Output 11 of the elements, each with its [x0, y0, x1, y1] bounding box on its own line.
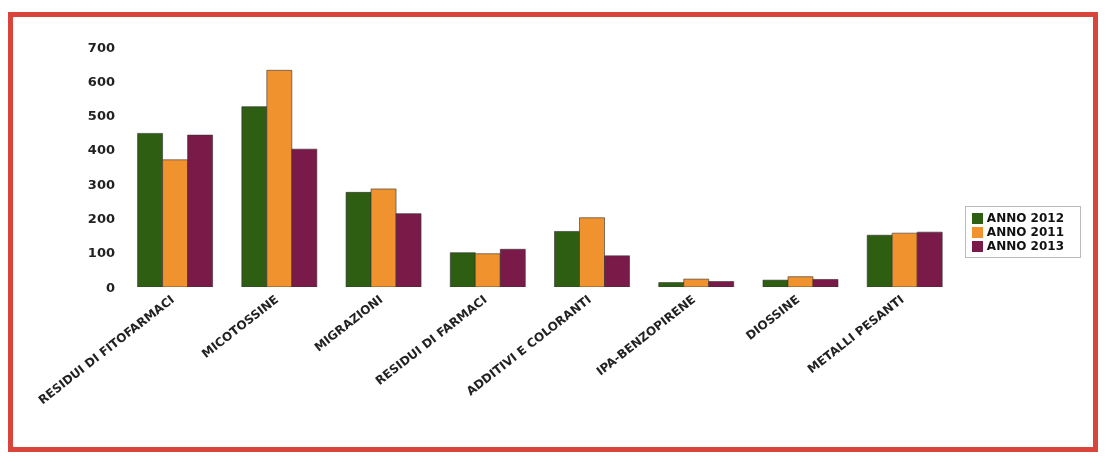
y-tick-label: 100	[87, 245, 115, 261]
y-tick-label: 200	[87, 211, 115, 227]
legend-label: ANNO 2011	[986, 225, 1064, 239]
legend-label: ANNO 2012	[986, 211, 1064, 225]
y-tick-label: 400	[87, 142, 115, 158]
y-tick-label: 700	[87, 39, 115, 55]
y-tick-label: 300	[87, 176, 115, 192]
legend-label: ANNO 2013	[986, 239, 1064, 253]
y-tick-label: 500	[87, 108, 115, 124]
y-tick-label: 600	[87, 73, 115, 89]
y-tick-label: 0	[105, 279, 115, 295]
